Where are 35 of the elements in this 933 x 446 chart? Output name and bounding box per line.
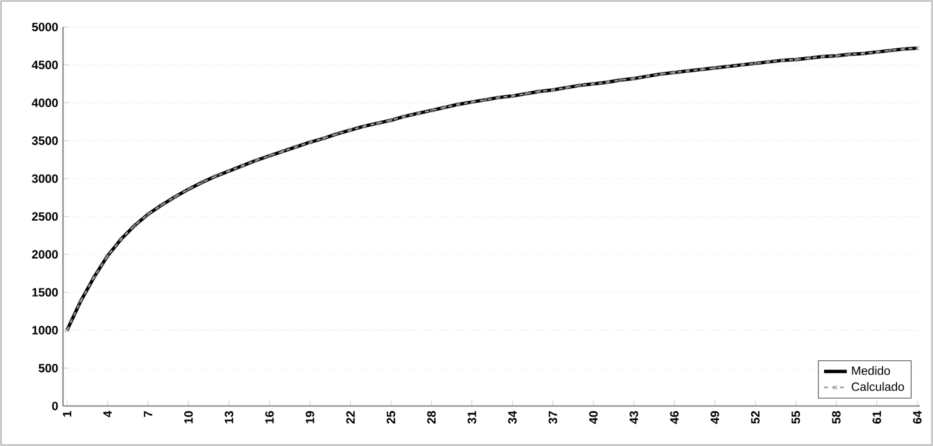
y-tick-label: 3000 [32, 174, 58, 183]
x-tick-label: 37 [548, 411, 558, 424]
x-tick-label: 19 [306, 411, 314, 424]
x-tick-label: 40 [589, 411, 598, 424]
y-tick-label: 5000 [32, 22, 58, 32]
x-tick-label: 55 [792, 411, 800, 424]
y-tick-label: 0 [52, 402, 58, 410]
x-tick-label: 58 [832, 411, 841, 424]
x-tick-label: 46 [670, 411, 679, 424]
y-tick-label: 1500 [32, 288, 58, 297]
x-tick-label: 64 [913, 410, 922, 424]
x-tick-label: 28 [427, 411, 436, 424]
x-tick-label: 7 [144, 411, 152, 417]
x-tick-label: 22 [346, 411, 355, 424]
x-tick-label: 34 [508, 410, 517, 424]
x-tick-label: 1 [62, 411, 72, 417]
x-tick-label: 25 [386, 411, 396, 424]
x-tick-label: 49 [710, 411, 720, 424]
y-tick-label: 3500 [32, 136, 58, 145]
y-tick-label: 2500 [32, 212, 58, 221]
x-tick-label: 10 [184, 411, 193, 424]
x-tick-label: 31 [468, 411, 476, 424]
y-tick-label: 4500 [32, 60, 58, 70]
y-tick-label: 1000 [32, 326, 58, 334]
y-tick-label: 4000 [32, 98, 58, 108]
x-tick-label: 16 [265, 411, 274, 424]
x-tick-label: 4 [103, 410, 112, 418]
x-tick-label: 61 [872, 411, 882, 424]
x-tick-label: 43 [630, 411, 638, 424]
legend-label: Calculado [852, 382, 904, 391]
y-tick-label: 2000 [32, 250, 58, 259]
y-tick-label: 500 [38, 364, 58, 372]
legend-label: Medido [852, 366, 890, 375]
x-tick-label: 13 [224, 411, 234, 424]
x-tick-label: 52 [751, 411, 760, 424]
